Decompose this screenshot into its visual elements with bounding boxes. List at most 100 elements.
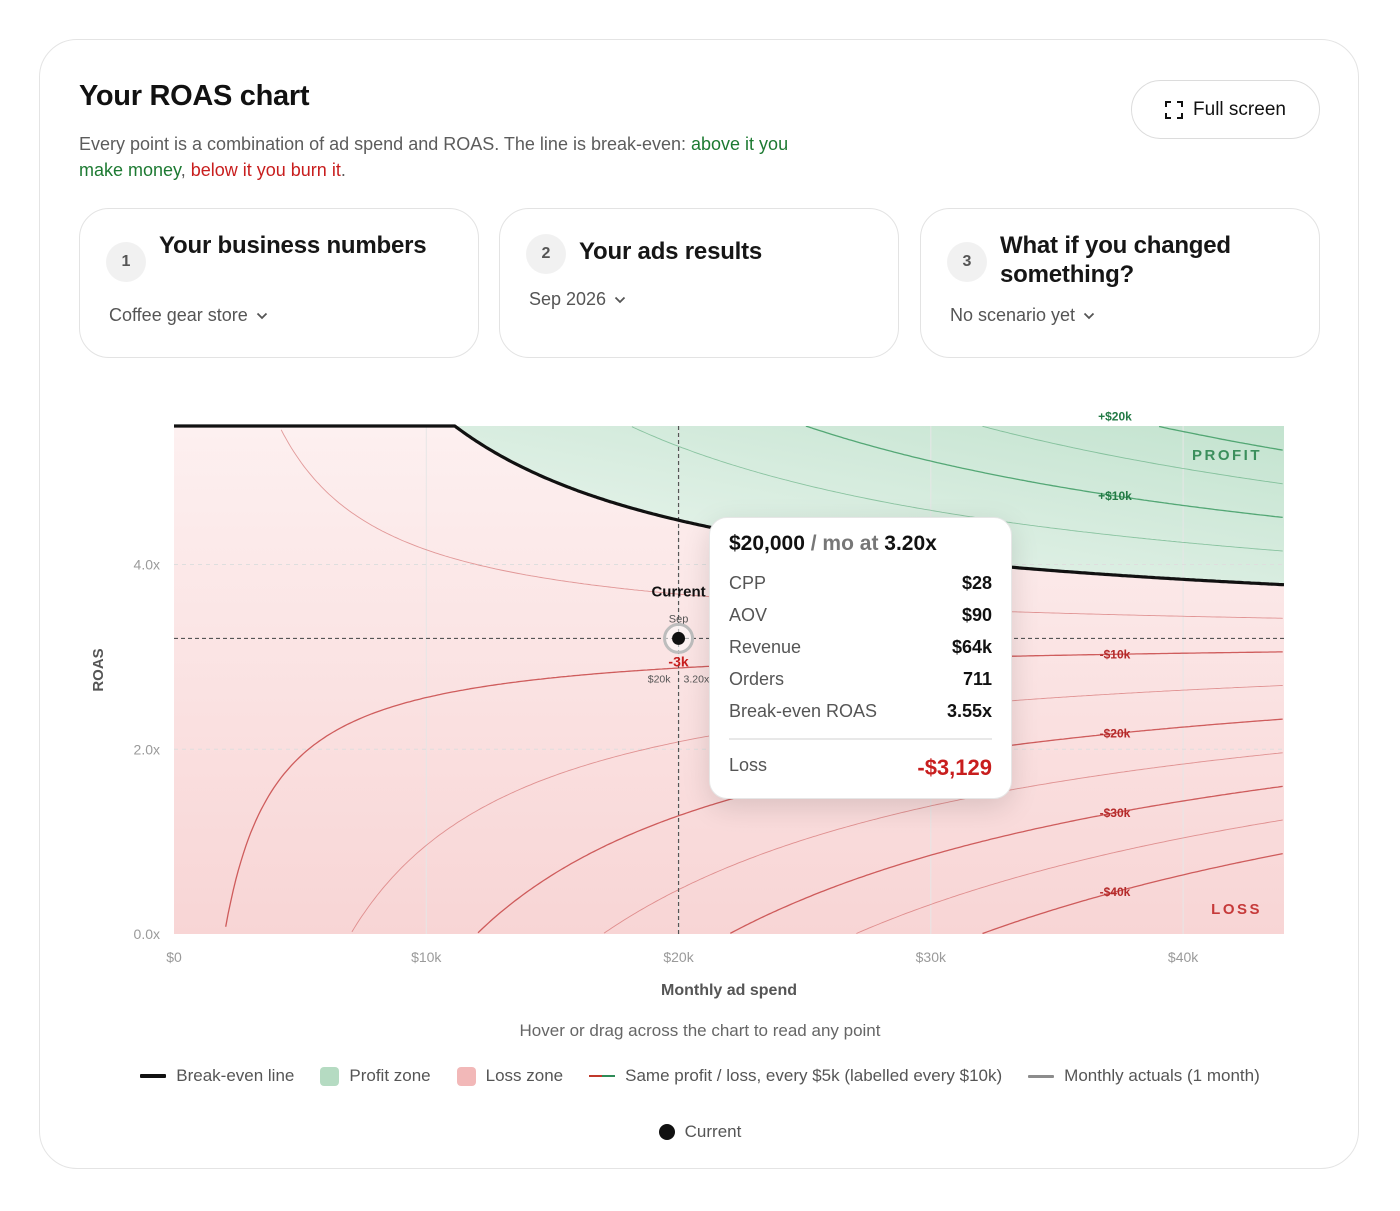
chevron-down-icon (256, 312, 267, 319)
contour-line (982, 852, 1283, 934)
current-point (672, 631, 686, 645)
chart-tooltip: $20,000 / mo at 3.20x CPP $28 AOV $90 Reve… (709, 517, 1012, 799)
current-roas-label: 3.20x (684, 673, 710, 685)
tooltip-title: $20,000 / mo at 3.20x (729, 532, 937, 556)
tooltip-row-value: 3.55x (946, 701, 992, 721)
contour-line (631, 426, 1283, 552)
contour-line (603, 752, 1283, 934)
tooltip-row-value: 711 (962, 669, 992, 689)
tooltip-row-break-even-roas: Break-even ROAS 3.55x (729, 701, 992, 722)
step-number: 3 (947, 242, 987, 282)
subtitle-negative: below it you burn it (190, 160, 341, 180)
tooltip-row-loss: Loss -$3,129 (729, 755, 992, 781)
legend-profit-zone: Profit zone (320, 1065, 431, 1087)
tooltip-row-revenue: Revenue $64k (729, 637, 992, 658)
roas-chart[interactable]: +$30k+$20k+$10k-$10k-$20k-$30k-$40kPROFI… (0, 390, 1400, 1010)
chevron-down-icon (1083, 312, 1095, 319)
y-tick-label: 4.0x (134, 557, 160, 573)
step-title: What if you changed something? (1000, 232, 1231, 288)
subtitle-separator: , (180, 160, 191, 180)
x-axis-title: Monthly ad spend (661, 982, 797, 999)
contour-line (1158, 426, 1283, 451)
legend-current: Current (658, 1121, 742, 1143)
step-business-numbers: 1 Your business numbers Coffee gear stor… (79, 208, 479, 358)
tooltip-row-label: AOV (729, 605, 768, 625)
contour-label: +$20k (1098, 410, 1132, 424)
y-axis-title: ROAS (90, 648, 107, 691)
tooltip-loss-label: Loss (729, 755, 768, 775)
step-number: 1 (106, 242, 146, 282)
page-subtitle: Every point is a combination of ad spend… (79, 131, 819, 183)
tooltip-row-value: $28 (961, 573, 992, 593)
current-spend-label: $20k (648, 673, 672, 685)
contour-line (982, 426, 1283, 485)
profit-zone-label: PROFIT (1192, 447, 1262, 464)
subtitle-end: . (340, 160, 346, 180)
page-title: Your ROAS chart (79, 80, 310, 112)
contour-line (805, 426, 1283, 519)
x-tick-label: $10k (411, 949, 442, 965)
contour-label: -$20k (1100, 727, 1131, 741)
tooltip-spend: $20,000 (729, 532, 805, 555)
chevron-down-icon (614, 296, 626, 303)
current-month-label: Sep (669, 613, 689, 625)
step-scenario: 3 What if you changed something? No scen… (920, 208, 1320, 358)
tooltip-row-cpp: CPP $28 (729, 573, 992, 594)
legend-break-even-swatch (140, 1074, 167, 1078)
tooltip-row-value: $64k (951, 637, 992, 657)
x-tick-label: $0 (166, 949, 182, 965)
loss-zone-label: LOSS (1211, 901, 1262, 918)
contour-label: -$10k (1100, 647, 1131, 661)
legend-current-swatch (658, 1124, 675, 1140)
x-tick-label: $30k (916, 949, 947, 965)
contour-label: -$40k (1100, 885, 1131, 899)
fullscreen-label: Full screen (1193, 98, 1286, 120)
y-tick-label: 0.0x (134, 926, 160, 942)
y-tick-label: 2.0x (134, 741, 160, 757)
legend-profit-swatch (320, 1066, 340, 1086)
subtitle-positive: above it you make money (79, 134, 789, 180)
tooltip-roas: 3.20x (884, 532, 937, 555)
tooltip-title-mid: / mo at (804, 532, 885, 555)
legend-label: Loss zone (485, 1066, 564, 1085)
contour-label: -$30k (1100, 806, 1131, 820)
legend-label: Current (684, 1122, 742, 1141)
fullscreen-button[interactable]: Full screen (1131, 80, 1320, 139)
legend-actuals: Monthly actuals (1 month) (1028, 1065, 1260, 1087)
contour-line (856, 819, 1283, 934)
tooltip-row-label: CPP (729, 573, 767, 593)
chart-hint: Hover or drag across the chart to read a… (519, 1021, 881, 1040)
legend-label: Same profit / loss, every $5k (labelled … (625, 1066, 1003, 1085)
month-select-value: Sep 2026 (529, 289, 607, 309)
legend-label: Break-even line (176, 1066, 295, 1085)
tooltip-divider (729, 738, 992, 740)
x-tick-label: $20k (663, 949, 694, 965)
tooltip-row-value: $90 (961, 605, 992, 625)
tooltip-row-label: Break-even ROAS (729, 701, 878, 721)
scenario-select-value: No scenario yet (950, 305, 1076, 325)
contour-label: +$10k (1098, 489, 1132, 503)
tooltip-row-label: Revenue (729, 637, 802, 657)
fullscreen-icon (1165, 100, 1184, 119)
business-select[interactable]: Coffee gear store (109, 305, 268, 326)
current-label: Current (651, 583, 705, 600)
contour-line (730, 785, 1283, 934)
legend-label: Profit zone (349, 1066, 431, 1085)
legend-contour-swatch (589, 1075, 616, 1077)
step-title: Your ads results (579, 238, 763, 265)
x-tick-label: $40k (1168, 949, 1199, 965)
legend-loss-swatch (456, 1066, 476, 1086)
legend-break-even: Break-even line (140, 1065, 294, 1087)
legend-actuals-swatch (1028, 1074, 1055, 1078)
subtitle-prefix: Every point is a combination of ad spend… (79, 134, 692, 154)
tooltip-loss-value: -$3,129 (917, 755, 992, 780)
profit-zone (454, 426, 1284, 585)
business-select-value: Coffee gear store (109, 305, 248, 325)
legend-loss-zone: Loss zone (456, 1065, 564, 1087)
tooltip-row-aov: AOV $90 (729, 605, 992, 626)
legend-label: Monthly actuals (1 month) (1064, 1066, 1260, 1085)
step-ads-results: 2 Your ads results Sep 2026 (499, 208, 899, 358)
tooltip-row-orders: Orders 711 (729, 669, 992, 690)
scenario-select[interactable]: No scenario yet (950, 305, 1095, 326)
month-select[interactable]: Sep 2026 (529, 289, 626, 310)
